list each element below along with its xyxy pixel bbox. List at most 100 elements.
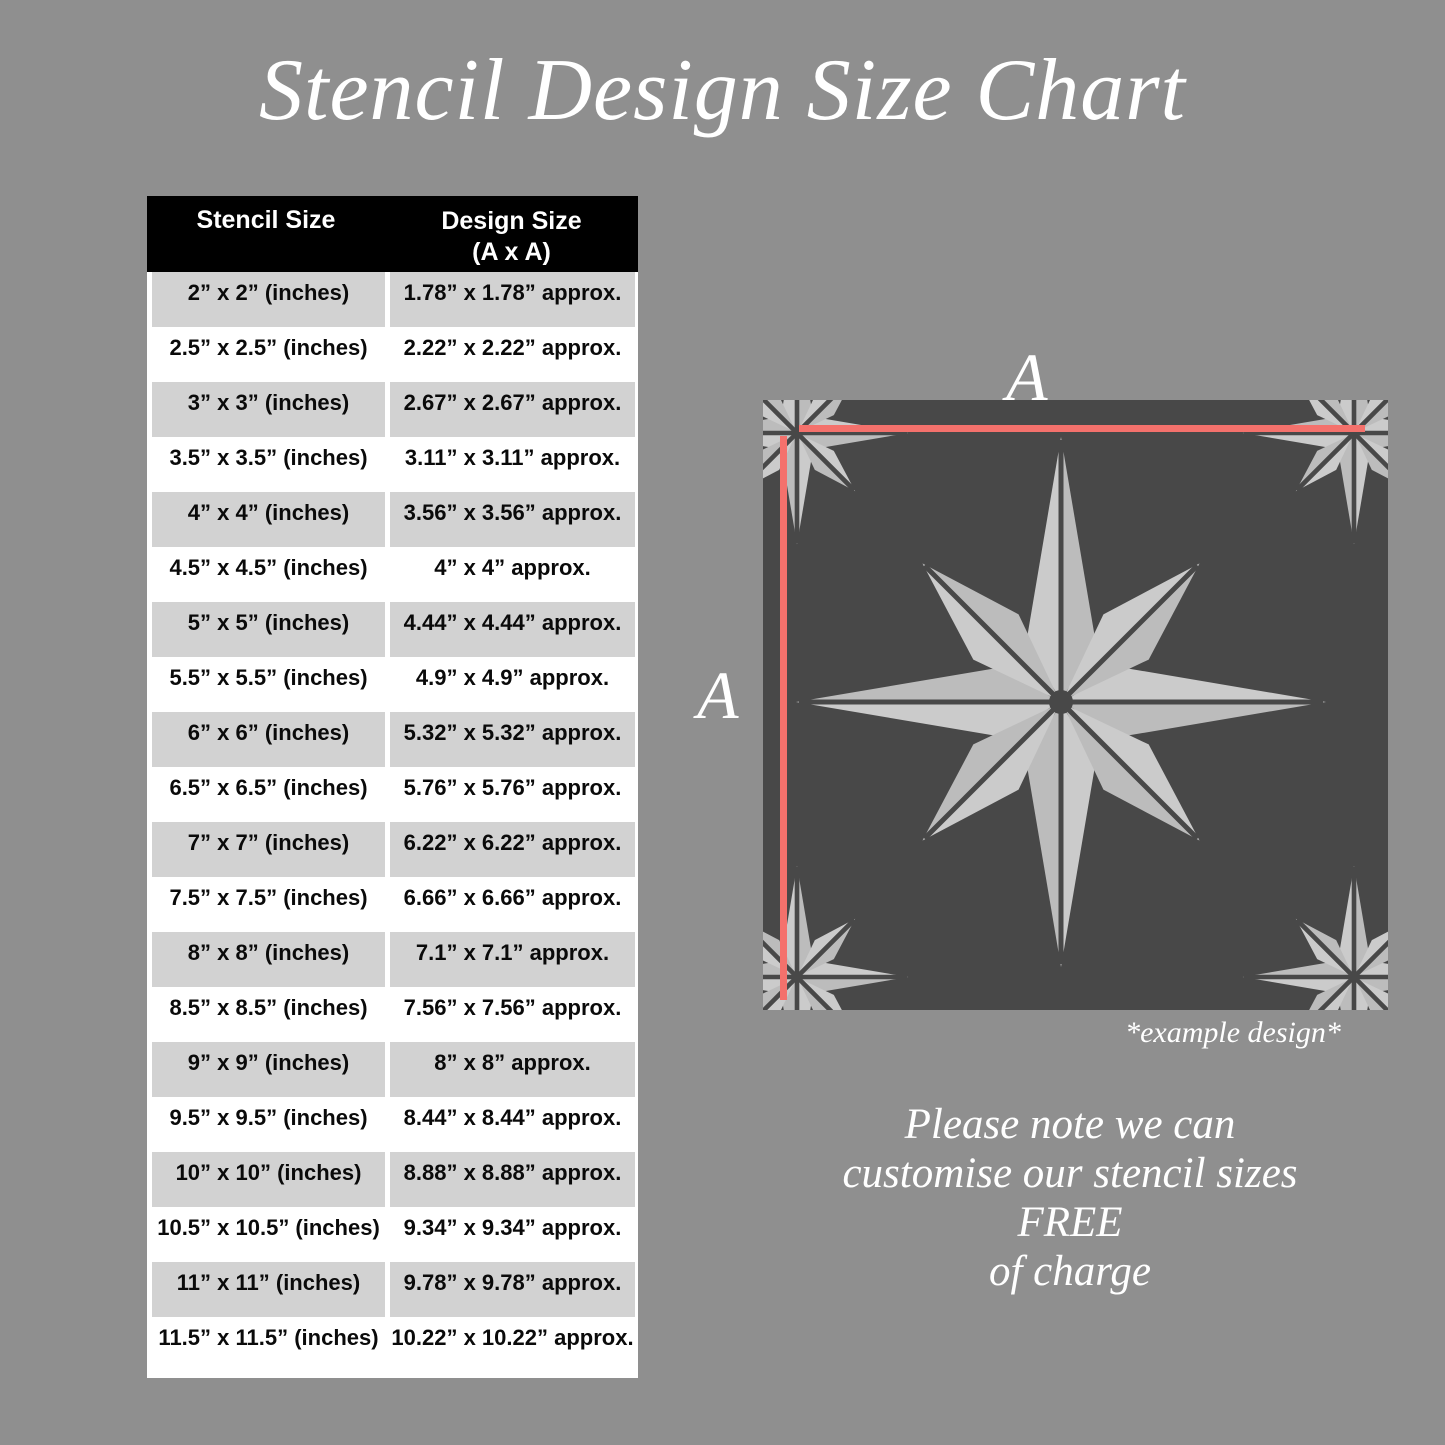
stencil-size-cell: 2” x 2” (inches) [187,280,350,305]
table-row: 2.5” x 2.5” (inches) 2.22” x 2.22” approx… [152,327,635,382]
table-row: 2” x 2” (inches) 1.78” x 1.78” approx. [152,272,635,327]
design-size-cell: 8.44” x 8.44” approx. [403,1105,622,1130]
design-size-cell: 4” x 4” approx. [434,555,591,580]
design-size-cell: 10.22” x 10.22” approx. [391,1325,634,1350]
header-stencil-size: Stencil Size [196,206,336,234]
header-design-size-line1: Design Size [441,207,582,235]
column-divider [385,1097,390,1152]
design-size-cell: 9.78” x 9.78” approx. [403,1270,622,1295]
design-size-cell: 1.78” x 1.78” approx. [403,280,622,305]
column-divider [385,1262,390,1317]
design-size-cell: 5.32” x 5.32” approx. [403,720,622,745]
stencil-size-cell: 11.5” x 11.5” (inches) [158,1325,379,1350]
table-row: 3” x 3” (inches) 2.67” x 2.67” approx. [152,382,635,437]
design-size-cell: 9.34” x 9.34” approx. [403,1215,622,1240]
header-design-size: Design Size (A x A) [385,196,638,272]
dimension-line-top [799,425,1365,432]
table-row: 7.5” x 7.5” (inches) 6.66” x 6.66” approx… [152,877,635,932]
column-divider [385,272,390,327]
note-line: of charge [988,1248,1151,1295]
table-row: 8.5” x 8.5” (inches) 7.56” x 7.56” approx… [152,987,635,1042]
stencil-design-svg [763,400,1388,1010]
stencil-size-cell: 6.5” x 6.5” (inches) [169,775,368,800]
size-table-header: Stencil Size Design Size (A x A) [147,196,638,272]
design-size-cell: 2.67” x 2.67” approx. [403,390,622,415]
note-line: FREE [1017,1199,1123,1246]
dimension-line-left [780,436,787,1000]
dimension-label-a-left: A [697,657,739,733]
column-divider [385,932,390,987]
column-divider [385,767,390,822]
table-row: 3.5” x 3.5” (inches) 3.11” x 3.11” approx… [152,437,635,492]
column-divider [385,822,390,877]
column-divider [385,712,390,767]
stencil-size-cell: 6” x 6” (inches) [187,720,350,745]
table-row: 9” x 9” (inches) 8” x 8” approx. [152,1042,635,1097]
design-size-cell: 6.22” x 6.22” approx. [403,830,622,855]
column-divider [385,437,390,492]
stencil-size-cell: 8” x 8” (inches) [187,940,350,965]
stencil-size-cell: 9.5” x 9.5” (inches) [169,1105,368,1130]
table-row: 10.5” x 10.5” (inches) 9.34” x 9.34” appr… [152,1207,635,1262]
stencil-size-cell: 10” x 10” (inches) [175,1160,362,1185]
stencil-size-cell: 8.5” x 8.5” (inches) [169,995,368,1020]
design-size-cell: 2.22” x 2.22” approx. [403,335,622,360]
design-size-cell: 8” x 8” approx. [434,1050,591,1075]
size-table: Stencil Size Design Size (A x A) 2” x 2”… [147,196,638,1378]
design-size-cell: 7.56” x 7.56” approx. [403,995,622,1020]
stencil-size-cell: 10.5” x 10.5” (inches) [157,1215,380,1240]
size-table-body: 2” x 2” (inches) 1.78” x 1.78” approx. 2.5… [147,272,638,1378]
table-row: 6” x 6” (inches) 5.32” x 5.32” approx. [152,712,635,767]
customise-note: Please note we can customise our stencil… [770,1100,1370,1296]
design-size-cell: 3.56” x 3.56” approx. [403,500,622,525]
stencil-size-cell: 9” x 9” (inches) [187,1050,350,1075]
column-divider [385,492,390,547]
stencil-size-cell: 3” x 3” (inches) [187,390,350,415]
example-design-caption: *example design* [1125,1016,1341,1049]
design-size-cell: 8.88” x 8.88” approx. [403,1160,622,1185]
table-row: 10” x 10” (inches) 8.88” x 8.88” approx. [152,1152,635,1207]
column-divider [385,657,390,712]
column-divider [385,1042,390,1097]
dimension-label-a-top: A [1006,339,1048,415]
stencil-size-cell: 7” x 7” (inches) [187,830,350,855]
table-row: 4.5” x 4.5” (inches) 4” x 4” approx. [152,547,635,602]
note-line: Please note we can [904,1101,1236,1148]
design-size-cell: 4.44” x 4.44” approx. [403,610,622,635]
column-divider [385,1207,390,1262]
design-size-cell: 3.11” x 3.11” approx. [404,445,621,470]
design-size-cell: 6.66” x 6.66” approx. [403,885,622,910]
table-row: 8” x 8” (inches) 7.1” x 7.1” approx. [152,932,635,987]
table-row: 11.5” x 11.5” (inches) 10.22” x 10.22” ap… [152,1317,635,1372]
stencil-size-cell: 3.5” x 3.5” (inches) [169,445,368,470]
column-divider [385,877,390,932]
design-size-cell: 7.1” x 7.1” approx. [415,940,610,965]
table-row: 6.5” x 6.5” (inches) 5.76” x 5.76” approx… [152,767,635,822]
table-row: 5.5” x 5.5” (inches) 4.9” x 4.9” approx. [152,657,635,712]
design-size-cell: 5.76” x 5.76” approx. [403,775,622,800]
table-row: 11” x 11” (inches) 9.78” x 9.78” approx. [152,1262,635,1317]
column-divider [385,327,390,382]
table-row: 7” x 7” (inches) 6.22” x 6.22” approx. [152,822,635,877]
stencil-size-cell: 2.5” x 2.5” (inches) [169,335,368,360]
column-divider [385,1317,390,1372]
column-divider [385,602,390,657]
page-title: Stencil Design Size Chart [259,42,1186,139]
example-design: A A *example design* [697,339,1388,1049]
stencil-size-cell: 4.5” x 4.5” (inches) [169,555,368,580]
column-divider [385,547,390,602]
stencil-size-cell: 11” x 11” (inches) [176,1270,361,1295]
column-divider [385,1152,390,1207]
header-design-size-line2: (A x A) [472,238,551,266]
stencil-size-cell: 5.5” x 5.5” (inches) [169,665,368,690]
column-divider [385,987,390,1042]
note-line: customise our stencil sizes [842,1150,1298,1197]
stencil-size-cell: 7.5” x 7.5” (inches) [169,885,368,910]
table-row: 9.5” x 9.5” (inches) 8.44” x 8.44” approx… [152,1097,635,1152]
stencil-size-cell: 4” x 4” (inches) [187,500,350,525]
table-row: 4” x 4” (inches) 3.56” x 3.56” approx. [152,492,635,547]
column-divider [385,382,390,437]
design-size-cell: 4.9” x 4.9” approx. [415,665,610,690]
table-row: 5” x 5” (inches) 4.44” x 4.44” approx. [152,602,635,657]
